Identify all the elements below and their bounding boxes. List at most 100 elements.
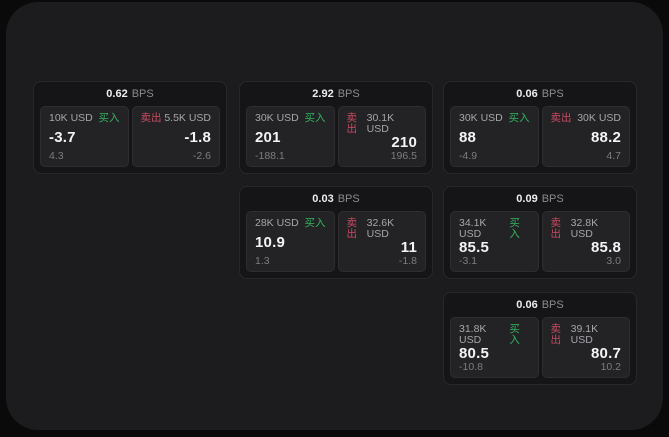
buy-amount: 10K USD [49, 112, 93, 124]
bps-value: 0.06 [516, 87, 538, 100]
quote-card: 2.92 BPS 30K USD 买入 201 -188.1 卖出 30.1K … [239, 81, 433, 174]
bps-unit: BPS [541, 87, 564, 100]
sell-price: 80.7 [591, 344, 621, 362]
sell-pane[interactable]: 卖出 32.6K USD 11 -1.8 [337, 211, 426, 272]
sell-pane-top: 卖出 32.6K USD [347, 218, 418, 239]
buy-amount: 31.8K USD [459, 323, 487, 346]
buy-side-label: 买入 [304, 112, 326, 124]
bps-header: 0.62 BPS [34, 82, 226, 106]
sell-pane-top: 卖出 32.8K USD [551, 218, 622, 239]
bps-header: 0.06 BPS [444, 82, 636, 106]
quote-card: 0.03 BPS 28K USD 买入 10.9 1.3 卖出 32.6K US… [239, 186, 433, 279]
sell-side-label: 卖出 [550, 112, 572, 124]
quote-card: 0.09 BPS 34.1K USD 买入 85.5 -3.1 卖出 32.8K… [443, 186, 637, 279]
quote-card: 0.06 BPS 30K USD 买入 88 -4.9 卖出 30K USD 8… [443, 81, 637, 174]
bps-unit: BPS [337, 192, 360, 205]
sell-price: 88.2 [591, 128, 621, 146]
buy-pane[interactable]: 10K USD 买入 -3.7 4.3 [40, 106, 129, 167]
buy-pane-top: 30K USD 买入 [459, 113, 530, 124]
buy-amount: 30K USD [459, 112, 503, 124]
buy-side-label: 买入 [508, 112, 530, 124]
bps-unit: BPS [541, 298, 564, 311]
buy-pane-top: 34.1K USD 买入 [459, 218, 530, 239]
buy-price: 80.5 [459, 344, 489, 362]
buy-amount: 30K USD [255, 112, 299, 124]
sell-amount: 32.6K USD [366, 217, 395, 240]
sell-delta: 10.2 [600, 360, 621, 373]
sell-delta: 4.7 [606, 149, 621, 162]
buy-price: 88 [459, 128, 477, 146]
buy-amount: 28K USD [255, 217, 299, 229]
buy-amount: 34.1K USD [459, 217, 487, 240]
card-body: 30K USD 买入 201 -188.1 卖出 30.1K USD 210 1… [240, 106, 432, 167]
card-body: 34.1K USD 买入 85.5 -3.1 卖出 32.8K USD 85.8… [444, 211, 636, 272]
bps-header: 2.92 BPS [240, 82, 432, 106]
buy-price: -3.7 [49, 128, 76, 146]
sell-delta: -1.8 [398, 254, 417, 267]
bps-value: 0.03 [312, 192, 334, 205]
bps-value: 0.09 [516, 192, 538, 205]
sell-price: 11 [400, 238, 417, 256]
sell-price: 85.8 [591, 238, 621, 256]
bps-unit: BPS [541, 192, 564, 205]
buy-delta: -10.8 [459, 360, 483, 373]
sell-side-label: 卖出 [346, 217, 358, 240]
bps-value: 0.62 [106, 87, 128, 100]
buy-side-label: 买入 [509, 217, 520, 240]
sell-price: 210 [391, 133, 417, 151]
bps-header: 0.03 BPS [240, 187, 432, 211]
bps-value: 0.06 [516, 298, 538, 311]
sell-pane[interactable]: 卖出 30.1K USD 210 196.5 [337, 106, 426, 167]
quote-card: 0.06 BPS 31.8K USD 买入 80.5 -10.8 卖出 39.1… [443, 292, 637, 385]
buy-pane-top: 30K USD 买入 [255, 113, 326, 124]
buy-pane[interactable]: 30K USD 买入 201 -188.1 [246, 106, 335, 167]
buy-pane[interactable]: 31.8K USD 买入 80.5 -10.8 [450, 317, 539, 378]
buy-price: 85.5 [459, 238, 489, 256]
sell-amount: 30K USD [577, 112, 621, 124]
sell-side-label: 卖出 [346, 112, 358, 135]
bps-unit: BPS [337, 87, 360, 100]
sell-pane-top: 卖出 30K USD [551, 113, 622, 124]
sell-amount: 39.1K USD [570, 323, 599, 346]
sell-side-label: 卖出 [140, 112, 162, 124]
sell-pane[interactable]: 卖出 39.1K USD 80.7 10.2 [541, 317, 630, 378]
buy-price: 201 [255, 128, 281, 146]
buy-side-label: 买入 [98, 112, 120, 124]
sell-price: -1.8 [184, 128, 211, 146]
sell-pane[interactable]: 卖出 5.5K USD -1.8 -2.6 [131, 106, 220, 167]
buy-side-label: 买入 [509, 323, 520, 346]
buy-delta: 4.3 [49, 149, 64, 162]
card-body: 28K USD 买入 10.9 1.3 卖出 32.6K USD 11 -1.8 [240, 211, 432, 272]
buy-pane[interactable]: 30K USD 买入 88 -4.9 [450, 106, 539, 167]
buy-delta: -3.1 [459, 254, 478, 267]
bps-unit: BPS [131, 87, 154, 100]
buy-pane-top: 31.8K USD 买入 [459, 324, 530, 345]
bps-header: 0.06 BPS [444, 293, 636, 317]
card-body: 30K USD 买入 88 -4.9 卖出 30K USD 88.2 4.7 [444, 106, 636, 167]
buy-delta: -4.9 [459, 149, 478, 162]
buy-delta: -188.1 [255, 149, 285, 162]
buy-pane-top: 10K USD 买入 [49, 113, 120, 124]
buy-side-label: 买入 [304, 217, 326, 229]
quote-card: 0.62 BPS 10K USD 买入 -3.7 4.3 卖出 5.5K USD… [33, 81, 227, 174]
sell-pane[interactable]: 卖出 30K USD 88.2 4.7 [541, 106, 630, 167]
sell-side-label: 卖出 [550, 323, 562, 346]
buy-delta: 1.3 [255, 254, 270, 267]
sell-pane-top: 卖出 5.5K USD [141, 113, 212, 124]
buy-price: 10.9 [255, 233, 285, 251]
sell-pane[interactable]: 卖出 32.8K USD 85.8 3.0 [541, 211, 630, 272]
sell-delta: 3.0 [606, 254, 621, 267]
bps-value: 2.92 [312, 87, 334, 100]
card-body: 10K USD 买入 -3.7 4.3 卖出 5.5K USD -1.8 -2.… [34, 106, 226, 167]
buy-pane[interactable]: 28K USD 买入 10.9 1.3 [246, 211, 335, 272]
sell-amount: 32.8K USD [570, 217, 599, 240]
sell-pane-top: 卖出 39.1K USD [551, 324, 622, 345]
sell-side-label: 卖出 [550, 217, 562, 240]
buy-pane[interactable]: 34.1K USD 买入 85.5 -3.1 [450, 211, 539, 272]
sell-amount: 30.1K USD [366, 112, 395, 135]
card-body: 31.8K USD 买入 80.5 -10.8 卖出 39.1K USD 80.… [444, 317, 636, 378]
sell-pane-top: 卖出 30.1K USD [347, 113, 418, 134]
buy-pane-top: 28K USD 买入 [255, 218, 326, 229]
sell-delta: -2.6 [192, 149, 211, 162]
